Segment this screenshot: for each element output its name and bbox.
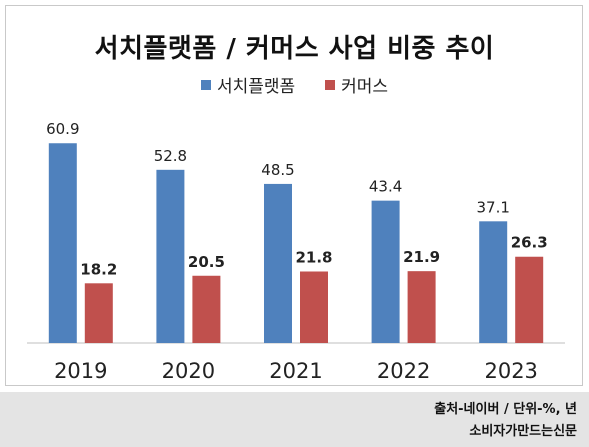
legend-item-commerce: 커머스	[325, 72, 388, 97]
bar-search-2023	[479, 221, 508, 343]
data-label-commerce-2021: 21.8	[295, 248, 332, 266]
legend-label-search: 서치플랫폼	[216, 77, 296, 97]
data-label-search-2021: 48.5	[261, 161, 294, 179]
bar-search-2020	[156, 169, 185, 343]
legend-swatch-search	[200, 79, 211, 90]
bar-chart: 60.9 18.2 2019 52.8 20.5 2020 48.5 21.8 2021 43.4…	[27, 120, 565, 383]
x-tick-label-2020: 2020	[162, 359, 215, 383]
bar-commerce-2019	[84, 283, 113, 343]
bar-search-2019	[48, 143, 77, 343]
x-tick-label-2022: 2022	[377, 359, 430, 383]
bar-commerce-2020	[192, 275, 221, 343]
x-tick-label-2019: 2019	[54, 359, 107, 383]
chart-title: 서치플랫폼 / 커머스 사업 비중 추이	[94, 34, 495, 64]
data-label-commerce-2020: 20.5	[188, 253, 225, 271]
data-label-commerce-2023: 26.3	[511, 234, 548, 252]
bar-commerce-2022	[407, 271, 436, 343]
bar-commerce-2021	[300, 271, 328, 343]
source-note: 출처-네이버 / 단위-%, 년	[434, 402, 577, 417]
legend-label-commerce: 커머스	[341, 77, 389, 97]
x-tick-label-2023: 2023	[484, 359, 537, 383]
data-label-commerce-2022: 21.9	[403, 248, 440, 266]
footer: 출처-네이버 / 단위-%, 년 소비자가만드는신문	[0, 392, 589, 447]
bar-search-2021	[264, 183, 292, 343]
data-label-search-2023: 37.1	[476, 198, 509, 216]
data-label-search-2022: 43.4	[369, 178, 402, 196]
data-label-commerce-2019: 18.2	[80, 260, 117, 278]
legend-swatch-commerce	[325, 79, 336, 90]
x-tick-label-2021: 2021	[269, 359, 322, 383]
chart-legend: 서치플랫폼 커머스	[0, 72, 589, 97]
legend-item-search: 서치플랫폼	[200, 72, 296, 97]
data-label-search-2020: 52.8	[154, 147, 187, 165]
bar-commerce-2023	[515, 256, 544, 343]
data-label-search-2019: 60.9	[46, 120, 79, 138]
publisher-credit: 소비자가만드는신문	[469, 424, 577, 439]
bar-search-2022	[371, 200, 400, 343]
